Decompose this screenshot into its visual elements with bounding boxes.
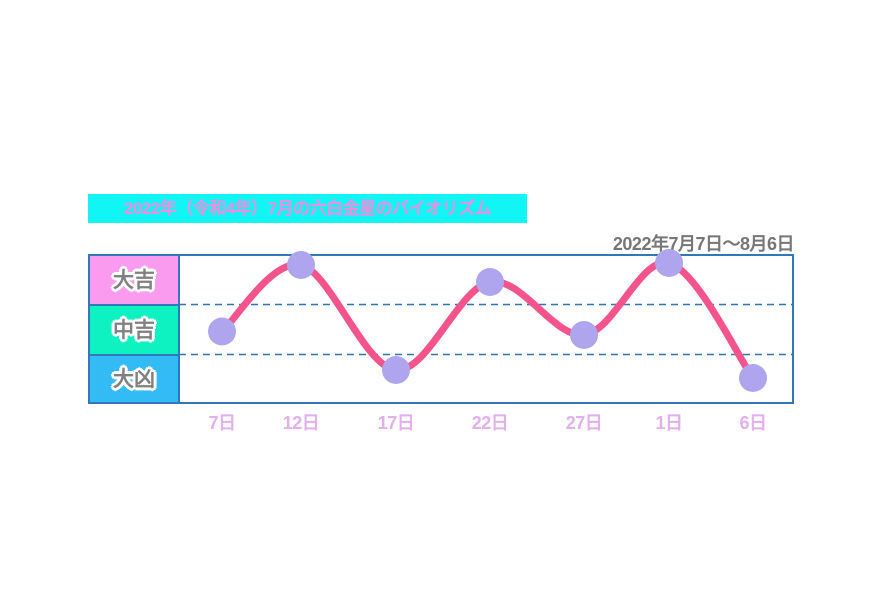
chart-title: 2022年（令和4年）7月の六白金星のバイオリズム [123, 199, 492, 218]
x-label-1: 12日 [282, 413, 320, 433]
x-label-2: 17日 [377, 413, 415, 433]
plot-area [178, 254, 794, 404]
x-label-4: 27日 [565, 413, 603, 433]
y-band-label-chukichi: 中吉 [113, 318, 155, 342]
x-label-3: 22日 [471, 413, 509, 433]
y-band-chukichi: 中吉 [88, 304, 178, 354]
y-band-daikyo: 大凶 [88, 354, 178, 404]
chart-title-banner: 2022年（令和4年）7月の六白金星のバイオリズム [88, 194, 527, 223]
y-axis: 大吉 中吉 大凶 [88, 254, 178, 404]
y-band-label-daikichi: 大吉 [113, 268, 155, 292]
y-band-daikichi: 大吉 [88, 254, 178, 304]
date-range-label: 2022年7月7日〜8月6日 [612, 234, 795, 254]
x-label-5: 1日 [655, 413, 683, 433]
x-label-6: 6日 [739, 413, 767, 433]
y-band-label-daikyo: 大凶 [113, 367, 155, 391]
x-label-0: 7日 [208, 413, 236, 433]
x-axis: 7日 12日 17日 22日 27日 1日 6日 [178, 414, 794, 444]
